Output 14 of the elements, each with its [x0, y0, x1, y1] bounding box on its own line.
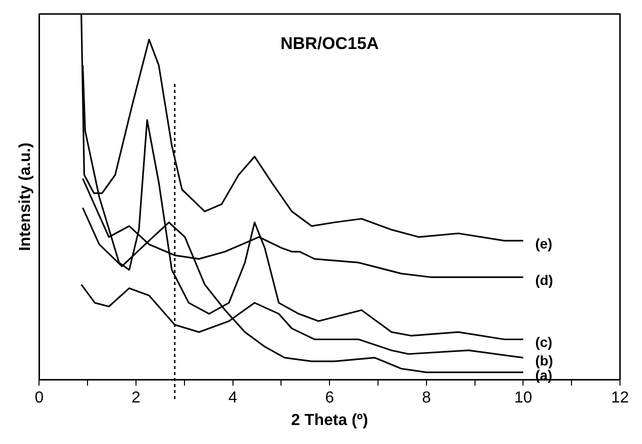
- x-tick-label: 0: [34, 390, 44, 407]
- series-label: (e): [535, 236, 552, 252]
- x-tick-label: 10: [514, 390, 532, 407]
- x-tick-label: 4: [228, 390, 238, 407]
- text: NBR/OC15A: [280, 34, 379, 54]
- x-tick-label: 12: [611, 390, 629, 407]
- x-tick-label: 8: [422, 390, 431, 407]
- series-label: (c): [535, 334, 552, 350]
- x-tick-label: 6: [325, 390, 334, 407]
- series-label: (d): [535, 272, 554, 288]
- x-axis-title: 2 Theta (º): [291, 412, 368, 429]
- y-axis-title: Intensity (a.u.): [17, 142, 34, 252]
- x-tick-label: 2: [132, 390, 141, 407]
- series-label: (b): [535, 352, 554, 369]
